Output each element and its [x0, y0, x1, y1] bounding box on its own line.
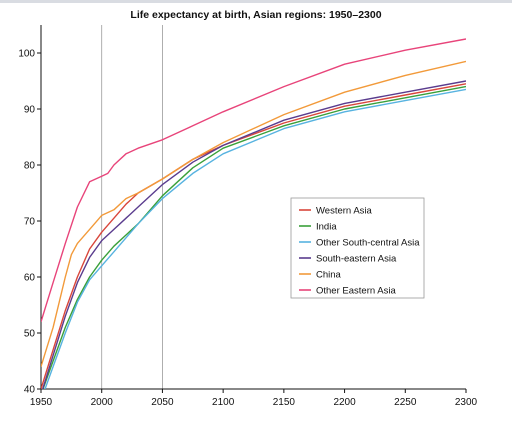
y-tick-label: 90 — [24, 105, 36, 116]
x-tick-label: 1950 — [30, 397, 53, 408]
series-line-other-south-central-asia — [44, 88, 466, 389]
legend-label: India — [316, 222, 337, 233]
legend-box — [290, 197, 425, 299]
x-tick-label: 2050 — [151, 397, 174, 408]
y-tick-label: 60 — [24, 273, 36, 284]
x-tick-label: 2100 — [212, 397, 235, 408]
legend-label: Other Eastern Asia — [316, 286, 396, 297]
top-border — [0, 0, 512, 3]
legend-label: South-eastern Asia — [316, 254, 397, 265]
series-line-south-eastern-asia — [41, 80, 466, 389]
series-line-western-asia — [41, 83, 466, 389]
y-tick-label: 80 — [24, 161, 36, 172]
x-tick-label: 2150 — [273, 397, 296, 408]
legend-label: Other South-central Asia — [316, 238, 420, 249]
x-tick-label: 2250 — [394, 397, 417, 408]
y-tick-label: 40 — [24, 385, 36, 396]
y-tick-label: 70 — [24, 217, 36, 228]
series-line-china — [41, 60, 466, 367]
x-tick-label: 2300 — [455, 397, 478, 408]
x-tick-label: 2000 — [91, 397, 114, 408]
x-tick-label: 2200 — [333, 397, 356, 408]
y-tick-label: 100 — [18, 49, 35, 60]
series-line-other-eastern-asia — [41, 38, 466, 323]
legend-label: Western Asia — [316, 206, 373, 217]
chart-title: Life expectancy at birth, Asian regions:… — [130, 9, 382, 21]
y-tick-label: 50 — [24, 329, 36, 340]
legend-label: China — [316, 270, 342, 281]
